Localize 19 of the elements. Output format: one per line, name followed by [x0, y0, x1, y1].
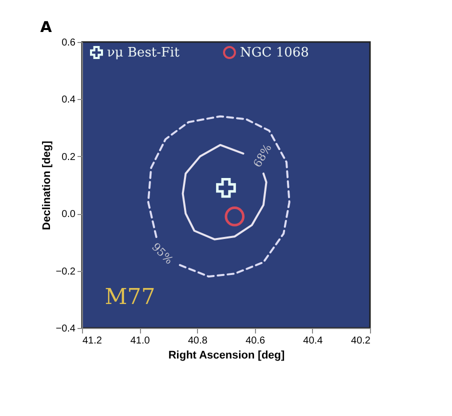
line-series: [147, 115, 290, 278]
x-tick-label: 40.8: [188, 336, 208, 346]
x-tick-label: 40.4: [303, 336, 324, 346]
x-tick-label: 40.2: [351, 336, 371, 346]
chart-title: A: [40, 18, 52, 36]
x-axis-title: Right Ascension [deg]: [168, 350, 285, 362]
legend-label: NGC 1068: [240, 46, 309, 61]
y-axis-title: Declination [deg]: [40, 140, 53, 230]
y-tick-label: 0.0: [62, 209, 76, 220]
y-tick-label: −0.2: [56, 266, 76, 278]
x-tick-label: 41.2: [82, 336, 102, 346]
x-tick-label: 41.0: [130, 336, 150, 346]
y-tick-label: −0.4: [56, 324, 76, 334]
annotation: M77: [104, 285, 156, 310]
y-tick-label: 0.6: [62, 38, 76, 48]
y-tick-label: 0.2: [62, 152, 76, 163]
x-tick-label: 40.6: [246, 336, 266, 346]
y-tick-label: 0.4: [62, 94, 76, 106]
legend-label: νμ Best-Fit: [107, 46, 180, 61]
